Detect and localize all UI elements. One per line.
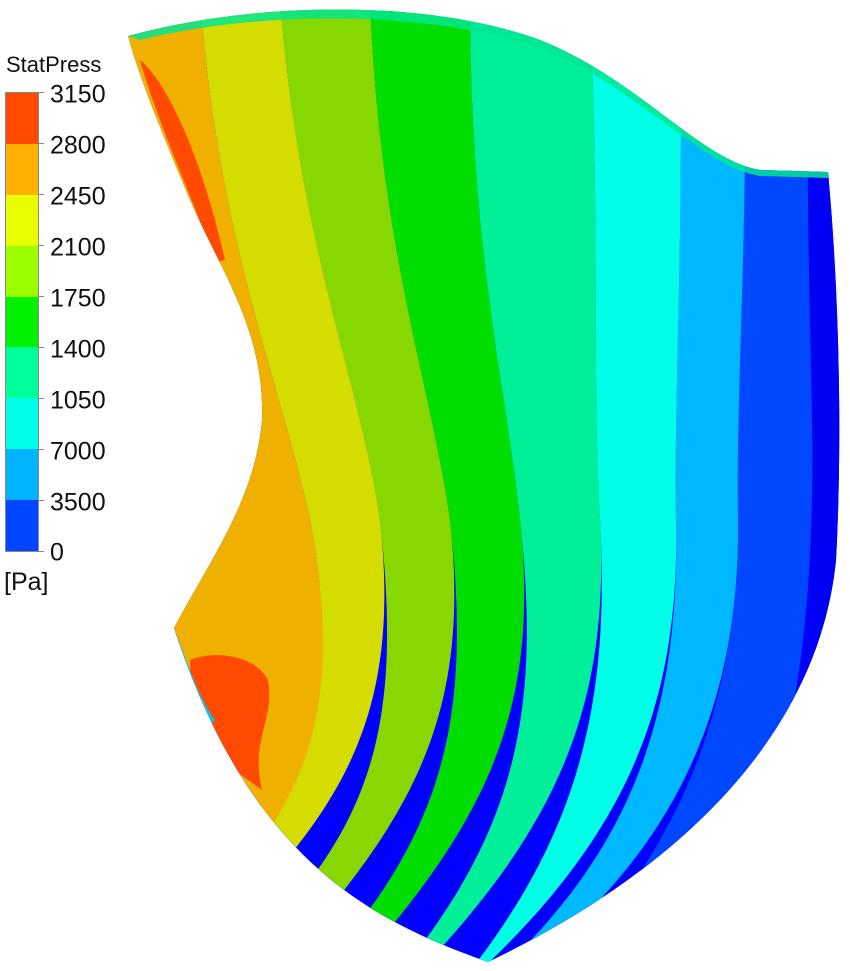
- colorbar-label: 1050: [50, 386, 106, 415]
- colorbar-label: 3500: [50, 488, 106, 517]
- colorbar-label: 2450: [50, 182, 106, 211]
- legend-title: StatPress: [6, 52, 102, 77]
- colorbar-swatch: [6, 194, 38, 246]
- colorbar-swatch: [6, 296, 38, 348]
- legend-unit: [Pa]: [4, 568, 49, 596]
- colorbar-swatch: [6, 245, 38, 297]
- colorbar-swatch: [6, 449, 38, 501]
- colorbar-label: 0: [50, 538, 64, 567]
- colorbar-swatch: [6, 143, 38, 195]
- colorbar-swatch: [6, 398, 38, 450]
- colorbar-label: 3150: [50, 80, 106, 109]
- colorbar-label: 2800: [50, 131, 106, 160]
- colorbar-label: 7000: [50, 437, 106, 466]
- colorbar-label: 1400: [50, 335, 106, 364]
- colorbar: [5, 92, 39, 552]
- colorbar-label: 1750: [50, 284, 106, 313]
- colorbar-swatch: [6, 500, 38, 552]
- colorbar-swatch: [6, 347, 38, 399]
- colorbar-label: 2100: [50, 233, 106, 262]
- colorbar-swatch: [6, 93, 38, 144]
- colorbar-ticks: [39, 92, 45, 552]
